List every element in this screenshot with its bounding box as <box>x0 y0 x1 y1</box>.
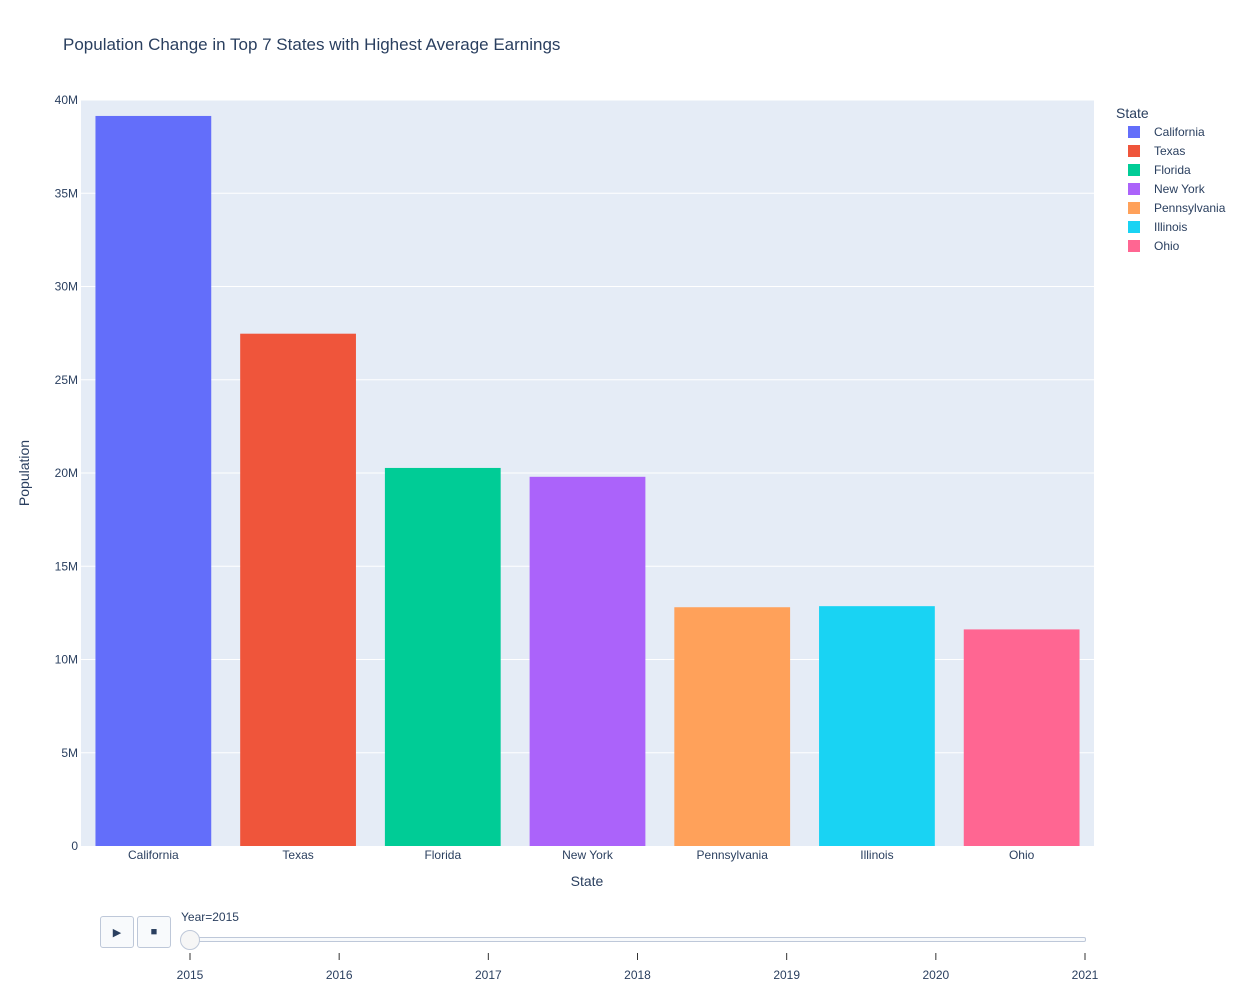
x-tick-label: California <box>128 848 179 862</box>
x-tick-label: Illinois <box>860 848 893 862</box>
bars <box>95 115 1080 846</box>
stop-button[interactable]: ■ <box>137 916 171 948</box>
y-tick-label: 25M <box>55 373 78 387</box>
bar-texas[interactable] <box>240 333 356 846</box>
bar-florida[interactable] <box>384 467 501 846</box>
legend-item[interactable]: Ohio <box>1128 239 1180 253</box>
legend-item[interactable]: Florida <box>1128 163 1191 177</box>
y-tick-label: 20M <box>55 466 78 480</box>
y-tick-label: 30M <box>55 280 78 294</box>
legend-label: Pennsylvania <box>1154 201 1226 215</box>
chart-title: Population Change in Top 7 States with H… <box>63 35 560 54</box>
y-tick-label: 40M <box>55 93 78 107</box>
legend-label: Ohio <box>1154 239 1180 253</box>
x-axis-title: State <box>571 873 604 889</box>
y-axis-title: Population <box>16 440 32 506</box>
slider-step-label[interactable]: 2020 <box>922 968 949 982</box>
slider-step-label[interactable]: 2015 <box>177 968 204 982</box>
x-tick-label: Florida <box>424 848 461 862</box>
legend-label: Illinois <box>1154 220 1187 234</box>
legend-swatch <box>1128 164 1140 176</box>
bar-new-york[interactable] <box>529 476 646 846</box>
legend-swatch <box>1128 202 1140 214</box>
bar-california[interactable] <box>95 115 212 846</box>
slider-step-label[interactable]: 2021 <box>1072 968 1099 982</box>
legend-item[interactable]: California <box>1128 125 1205 139</box>
slider-ticks: 2015 2016 2017 2018 2019 2020 2021 <box>177 953 1099 982</box>
legend-item[interactable]: Texas <box>1128 144 1185 158</box>
slider-step-label[interactable]: 2018 <box>624 968 651 982</box>
year-slider-track[interactable] <box>190 937 1086 942</box>
slider-step-label[interactable]: 2017 <box>475 968 502 982</box>
legend-label: New York <box>1154 182 1206 196</box>
legend-label: California <box>1154 125 1205 139</box>
legend: State California Texas Florida New York Penn… <box>1116 105 1226 253</box>
legend-swatch <box>1128 221 1140 233</box>
x-tick-label: Pennsylvania <box>697 848 769 862</box>
legend-item[interactable]: Pennsylvania <box>1128 201 1226 215</box>
play-icon: ▶ <box>112 926 122 939</box>
legend-swatch <box>1128 145 1140 157</box>
play-button[interactable]: ▶ <box>100 916 134 948</box>
x-tick-label: Ohio <box>1009 848 1035 862</box>
stop-icon: ■ <box>150 926 158 938</box>
y-tick-label: 0 <box>71 839 78 853</box>
bar-illinois[interactable] <box>819 606 935 846</box>
legend-label: Texas <box>1154 144 1185 158</box>
legend-item[interactable]: New York <box>1128 182 1206 196</box>
slider-current-label: Year=2015 <box>181 910 239 924</box>
legend-label: Florida <box>1154 163 1191 177</box>
slider-step-label[interactable]: 2019 <box>773 968 800 982</box>
y-axis-ticks: 0 5M 10M 15M 20M 25M 30M 35M 40M <box>55 93 79 853</box>
legend-item[interactable]: Illinois <box>1128 220 1187 234</box>
bar-pennsylvania[interactable] <box>674 607 791 846</box>
slider-step-label[interactable]: 2016 <box>326 968 353 982</box>
x-tick-label: Texas <box>282 848 313 862</box>
x-tick-label: New York <box>562 848 614 862</box>
bar-ohio[interactable] <box>963 629 1080 846</box>
y-tick-label: 10M <box>55 653 78 667</box>
legend-swatch <box>1128 240 1140 252</box>
legend-swatch <box>1128 183 1140 195</box>
y-tick-label: 15M <box>55 559 78 573</box>
year-slider-handle[interactable] <box>180 930 200 950</box>
x-axis-ticks: California Texas Florida New York Pennsylvan… <box>128 848 1035 862</box>
legend-title: State <box>1116 105 1149 121</box>
y-tick-label: 5M <box>61 746 78 760</box>
legend-swatch <box>1128 126 1140 138</box>
y-tick-label: 35M <box>55 186 78 200</box>
